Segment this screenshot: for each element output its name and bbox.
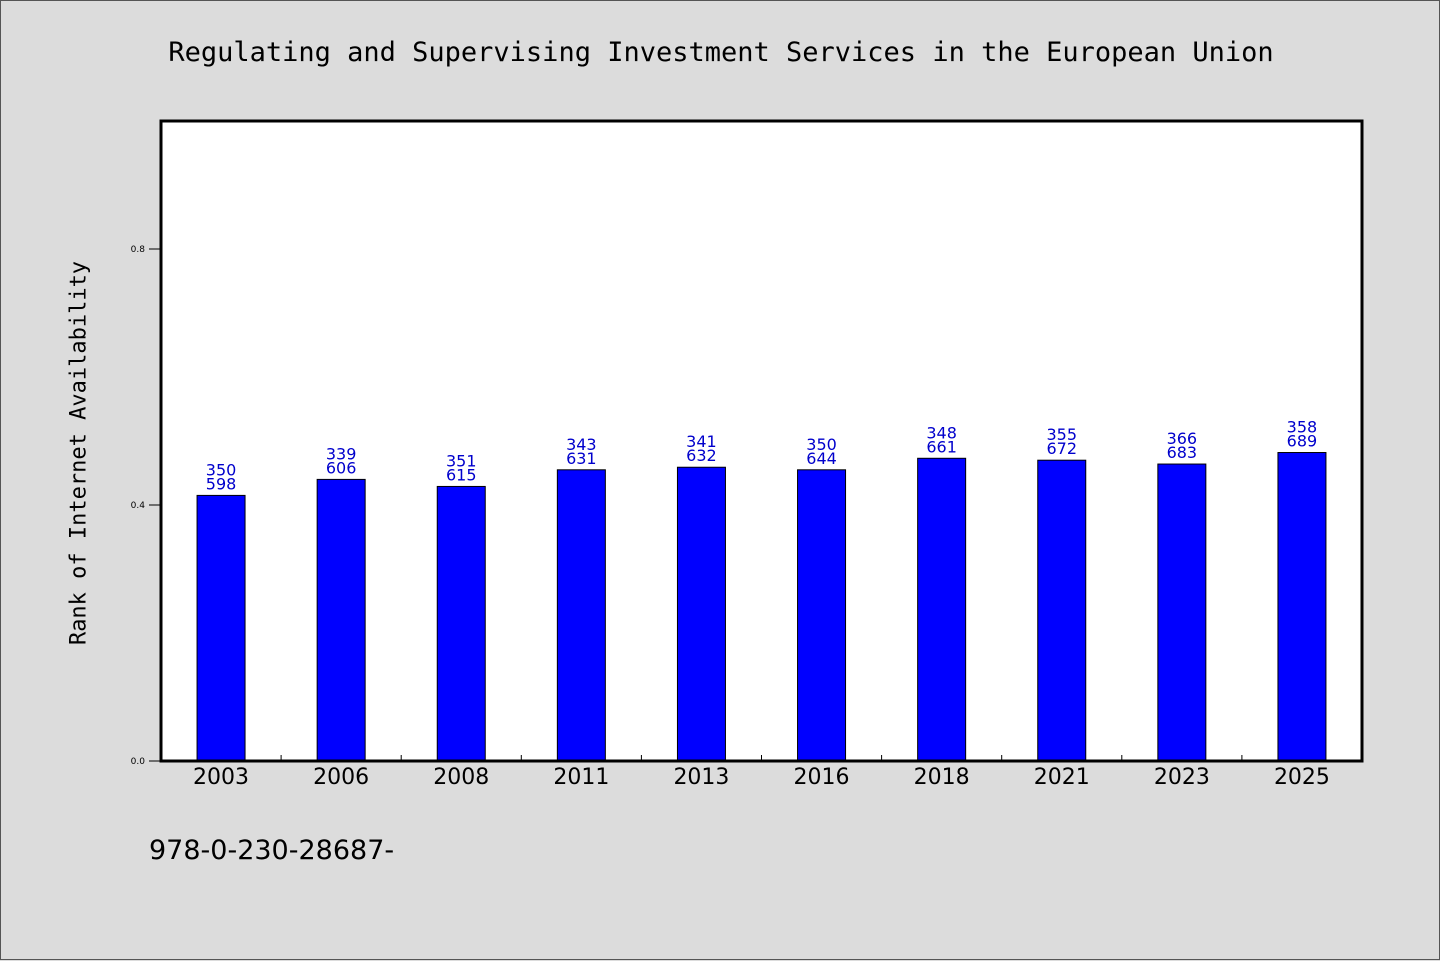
bar-label-top: 351 bbox=[446, 451, 477, 470]
y-tick-label: 0.8 bbox=[131, 245, 146, 255]
bar bbox=[1037, 459, 1087, 762]
bar bbox=[436, 485, 486, 762]
x-tick-label: 2008 bbox=[433, 765, 489, 790]
x-tick-label: 2025 bbox=[1274, 765, 1330, 790]
bar-label-bottom: 661 bbox=[926, 437, 957, 456]
bar-label-top: 343 bbox=[566, 435, 597, 454]
bar bbox=[917, 457, 967, 762]
bar-label-top: 355 bbox=[1046, 425, 1077, 444]
bar bbox=[1157, 463, 1207, 762]
x-tick-label: 2023 bbox=[1154, 765, 1210, 790]
bar bbox=[1277, 452, 1327, 762]
bar-label-top: 350 bbox=[206, 460, 237, 479]
bar-label-top: 341 bbox=[686, 432, 717, 451]
isbn-code: 978-0-230-28687- bbox=[149, 835, 395, 866]
x-tick-label: 2011 bbox=[553, 765, 609, 790]
bar bbox=[797, 469, 847, 762]
x-tick-label: 2003 bbox=[193, 765, 249, 790]
x-tick-label: 2021 bbox=[1034, 765, 1090, 790]
bar-label-bottom: 631 bbox=[566, 449, 597, 468]
bar-label-top: 348 bbox=[926, 423, 957, 442]
bar-label-top: 350 bbox=[806, 435, 837, 454]
x-tick-label: 2006 bbox=[313, 765, 369, 790]
bar-label-bottom: 644 bbox=[806, 449, 837, 468]
x-tick-label: 2013 bbox=[673, 765, 729, 790]
bar-label-bottom: 632 bbox=[686, 446, 717, 465]
plot-frame bbox=[159, 119, 1364, 763]
bar bbox=[196, 494, 246, 762]
bar-label-bottom: 606 bbox=[326, 458, 357, 477]
bar-label-bottom: 672 bbox=[1046, 439, 1077, 458]
y-tick-label: 0.4 bbox=[131, 501, 146, 511]
bar-label-top: 358 bbox=[1287, 418, 1318, 437]
bar bbox=[556, 469, 606, 762]
chart-title: Regulating and Supervising Investment Se… bbox=[168, 37, 1274, 68]
bar-label-top: 366 bbox=[1167, 429, 1198, 448]
bar-label-bottom: 615 bbox=[446, 465, 477, 484]
x-tick-label: 2016 bbox=[794, 765, 850, 790]
x-tick-label: 2018 bbox=[914, 765, 970, 790]
bar-label-bottom: 683 bbox=[1167, 443, 1198, 462]
bar bbox=[676, 466, 726, 762]
y-tick-label: 0.0 bbox=[131, 757, 146, 767]
bar bbox=[316, 478, 366, 762]
bar-label-top: 339 bbox=[326, 444, 357, 463]
bar-label-bottom: 689 bbox=[1287, 432, 1318, 451]
bar-label-bottom: 598 bbox=[206, 474, 237, 493]
